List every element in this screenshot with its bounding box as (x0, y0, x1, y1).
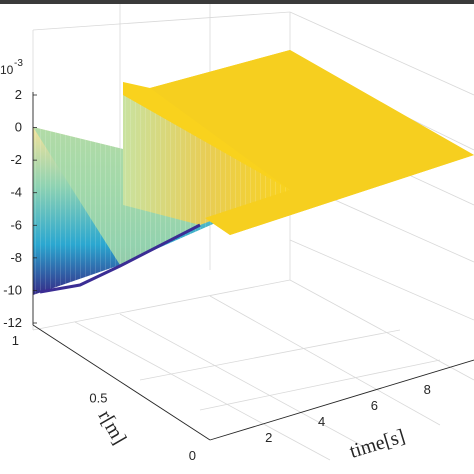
surface (33, 50, 474, 295)
z-tick-label: -10 (3, 282, 22, 297)
time-tick-label: 4 (318, 414, 325, 429)
z-tick-label: -6 (10, 217, 22, 232)
r-tick-label: 0 (189, 448, 196, 463)
r-tick-label: 0.5 (89, 391, 107, 406)
time-tick-label: 8 (424, 382, 431, 397)
top-border (0, 0, 474, 4)
axis-frame (32, 92, 474, 441)
z-tick-label: -2 (10, 152, 22, 167)
z-axis-ticks: 2 0 -2 -4 -6 -8 -10 -12 (3, 87, 37, 330)
time-tick-label: 6 (371, 398, 378, 413)
z-tick-label: -12 (3, 315, 22, 330)
time-tick-label: 2 (265, 430, 272, 445)
r-axis-label: r[m] (94, 407, 131, 449)
z-tick-label: -8 (10, 250, 22, 265)
z-tick-label: 2 (15, 87, 22, 102)
z-exponent-power: -3 (14, 58, 23, 69)
z-exponent-base: 10 (0, 63, 14, 77)
r-tick-label: 1 (12, 333, 19, 348)
r-axis-ticks: 00.51 (12, 333, 196, 463)
time-axis-ticks: 2 4 6 8 (265, 382, 431, 445)
surface-trough-edge (39, 223, 201, 294)
time-axis-label: time[s] (347, 425, 408, 463)
z-tick-label: 0 (15, 120, 22, 135)
z-tick-label: -4 (10, 185, 22, 200)
